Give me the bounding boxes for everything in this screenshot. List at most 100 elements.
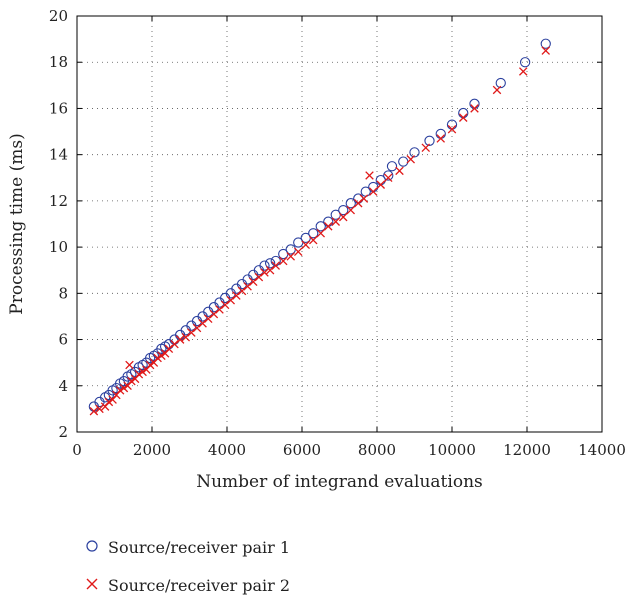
point-series-1 xyxy=(264,258,276,269)
x-tick-label: 2000 xyxy=(133,441,171,459)
point-series-2 xyxy=(138,367,147,377)
point-series-2 xyxy=(368,187,378,196)
point-series-2 xyxy=(376,180,386,189)
y-tick-label: 8 xyxy=(58,284,68,302)
point-series-2 xyxy=(237,286,247,296)
x-tick-label: 10000 xyxy=(428,441,476,459)
point-series-1 xyxy=(540,38,551,49)
point-series-2 xyxy=(353,198,363,208)
point-series-2 xyxy=(209,309,219,319)
x-tick-label: 4000 xyxy=(208,441,246,459)
x-marker-icon xyxy=(84,576,100,595)
x-tick-label: 0 xyxy=(72,441,82,459)
point-series-1 xyxy=(519,57,531,68)
point-series-2 xyxy=(383,173,393,183)
y-tick-labels: 2 4 6 8 10 12 14 16 18 20 xyxy=(49,7,68,441)
legend: Source/receiver pair 1 Source/receiver p… xyxy=(84,528,290,604)
legend-label-series-2: Source/receiver pair 2 xyxy=(108,575,291,595)
point-series-2 xyxy=(192,323,202,333)
legend-label-series-1: Source/receiver pair 1 xyxy=(108,537,291,557)
point-series-2 xyxy=(248,277,258,287)
x-axis-title: Number of integrand evaluations xyxy=(196,472,483,492)
point-series-1 xyxy=(424,135,435,146)
y-tick-label: 12 xyxy=(49,192,68,210)
y-tick-label: 4 xyxy=(58,377,68,395)
y-tick-label: 18 xyxy=(49,53,68,71)
point-series-2 xyxy=(518,67,528,76)
point-series-2 xyxy=(331,217,341,226)
point-series-2 xyxy=(203,314,213,324)
point-series-2 xyxy=(323,222,333,231)
point-series-1 xyxy=(308,228,319,239)
point-series-2 xyxy=(470,104,479,113)
point-series-2 xyxy=(260,268,269,277)
y-tick-label: 6 xyxy=(58,331,68,349)
point-series-2 xyxy=(170,339,179,349)
y-axis-title: Processing time (ms) xyxy=(7,133,27,314)
point-series-2 xyxy=(134,369,144,379)
y-tick-label: 20 xyxy=(49,7,68,25)
point-series-2 xyxy=(226,296,236,305)
point-series-2 xyxy=(254,272,264,282)
point-series-2 xyxy=(220,300,230,310)
point-series-2 xyxy=(95,404,104,414)
point-series-2 xyxy=(458,113,468,122)
point-series-2 xyxy=(175,335,185,344)
point-series-2 xyxy=(346,205,356,215)
legend-item-series-2: Source/receiver pair 2 xyxy=(84,566,290,604)
point-series-2 xyxy=(157,351,166,360)
point-series-2 xyxy=(395,166,404,176)
point-series-2 xyxy=(127,376,136,386)
point-series-1 xyxy=(386,161,398,172)
y-tick-label: 16 xyxy=(49,99,68,117)
point-series-1 xyxy=(315,221,326,232)
y-tick-label: 2 xyxy=(58,423,68,441)
point-series-2 xyxy=(89,406,99,416)
point-series-1 xyxy=(383,170,394,181)
y-tick-label: 10 xyxy=(49,238,68,256)
point-series-2 xyxy=(181,332,191,342)
point-series-2 xyxy=(125,360,134,370)
circle-marker-icon xyxy=(84,538,100,557)
x-tick-label: 8000 xyxy=(358,441,396,459)
point-series-2 xyxy=(316,228,326,238)
point-series-1 xyxy=(409,147,420,158)
point-series-2 xyxy=(232,291,241,300)
plot-area xyxy=(76,15,603,433)
point-series-2 xyxy=(301,240,311,250)
data-points xyxy=(88,38,551,416)
point-series-2 xyxy=(406,155,416,164)
point-series-2 xyxy=(119,383,129,393)
x-tick-label: 14000 xyxy=(578,441,626,459)
point-series-2 xyxy=(153,353,162,363)
point-series-2 xyxy=(145,360,155,370)
point-series-2 xyxy=(198,319,207,328)
point-series-2 xyxy=(421,143,431,152)
point-series-2 xyxy=(164,344,174,354)
x-tick-labels: 0 2000 4000 6000 8000 10000 12000 14000 xyxy=(72,441,626,459)
point-series-2 xyxy=(308,235,318,245)
point-series-2 xyxy=(243,282,252,291)
point-series-1 xyxy=(338,204,349,216)
point-series-2 xyxy=(541,46,551,55)
point-series-1 xyxy=(345,198,356,209)
point-series-2 xyxy=(492,85,502,95)
point-series-1 xyxy=(259,260,270,271)
axis-ticks xyxy=(76,15,603,433)
y-tick-label: 14 xyxy=(49,146,68,164)
point-series-2 xyxy=(215,305,224,314)
point-series-2 xyxy=(278,256,288,266)
point-series-2 xyxy=(436,134,446,143)
point-series-2 xyxy=(447,124,457,134)
point-series-2 xyxy=(271,261,281,270)
point-series-2 xyxy=(286,252,296,261)
x-tick-label: 6000 xyxy=(283,441,321,459)
point-series-2 xyxy=(365,171,374,180)
point-series-2 xyxy=(359,194,369,203)
point-series-2 xyxy=(115,386,125,395)
point-series-2 xyxy=(338,212,348,222)
point-series-2 xyxy=(265,265,275,275)
scatter-chart: 0 2000 4000 6000 8000 10000 12000 14000 2 4 6 8 10 1… xyxy=(7,7,626,492)
point-series-2 xyxy=(104,397,114,407)
point-series-2 xyxy=(187,328,196,337)
